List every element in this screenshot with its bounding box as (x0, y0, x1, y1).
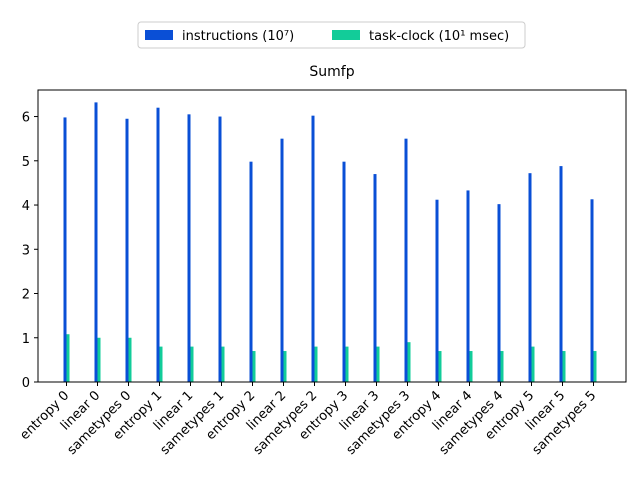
bar-instructions (280, 138, 284, 382)
bar-task-clock (593, 351, 597, 382)
bar-task-clock (159, 346, 163, 382)
bar-task-clock (128, 337, 132, 382)
plot-area (63, 102, 597, 383)
y-tick-label: 4 (22, 199, 30, 214)
bar-task-clock (252, 351, 256, 382)
legend: instructions (10⁷) task-clock (10¹ msec) (137, 21, 526, 49)
bar-instructions (373, 174, 377, 382)
bar-task-clock (66, 334, 70, 382)
legend-frame (137, 21, 526, 49)
bar-instructions (249, 161, 253, 382)
bar-task-clock (221, 346, 225, 382)
bar-task-clock (283, 351, 287, 382)
y-tick-label: 5 (22, 155, 30, 170)
bar-instructions (559, 166, 563, 382)
bar-task-clock (97, 337, 101, 382)
y-tick-label: 1 (22, 332, 30, 347)
bar-instructions (497, 204, 501, 382)
bar-instructions (94, 102, 98, 382)
bar-instructions (590, 199, 594, 382)
bar-instructions (311, 115, 315, 382)
bar-task-clock (190, 346, 194, 382)
bar-task-clock (314, 346, 318, 382)
bar-instructions (435, 199, 439, 382)
bar-task-clock (469, 351, 473, 382)
y-tick-label: 2 (22, 288, 30, 303)
legend-label-task-clock: task-clock (10¹ msec) (369, 29, 509, 44)
bar-task-clock (562, 351, 566, 382)
bar-instructions (125, 118, 129, 383)
bar-instructions (528, 173, 532, 382)
bar-instructions (342, 161, 346, 382)
bar-instructions (187, 114, 191, 382)
bar-task-clock (500, 351, 504, 382)
bar-task-clock (531, 346, 535, 382)
bar-instructions (218, 116, 222, 382)
y-tick-label: 3 (22, 243, 30, 258)
bar-task-clock (345, 346, 349, 382)
bar-task-clock (376, 346, 380, 382)
legend-swatch-task-clock (332, 30, 360, 40)
bar-task-clock (407, 342, 411, 382)
bar-instructions (63, 117, 67, 383)
bar-task-clock (438, 351, 442, 382)
chart-title: Sumfp (309, 64, 354, 80)
bar-instructions (466, 190, 470, 382)
legend-label-instructions: instructions (10⁷) (182, 29, 294, 44)
y-axis: 0 1 2 3 4 5 6 (22, 111, 38, 391)
bar-instructions (404, 138, 408, 382)
legend-swatch-instructions (145, 30, 173, 40)
y-tick-label: 0 (22, 376, 30, 391)
bar-instructions (156, 107, 160, 383)
plot-frame (37, 89, 627, 383)
y-tick-label: 6 (22, 111, 30, 126)
